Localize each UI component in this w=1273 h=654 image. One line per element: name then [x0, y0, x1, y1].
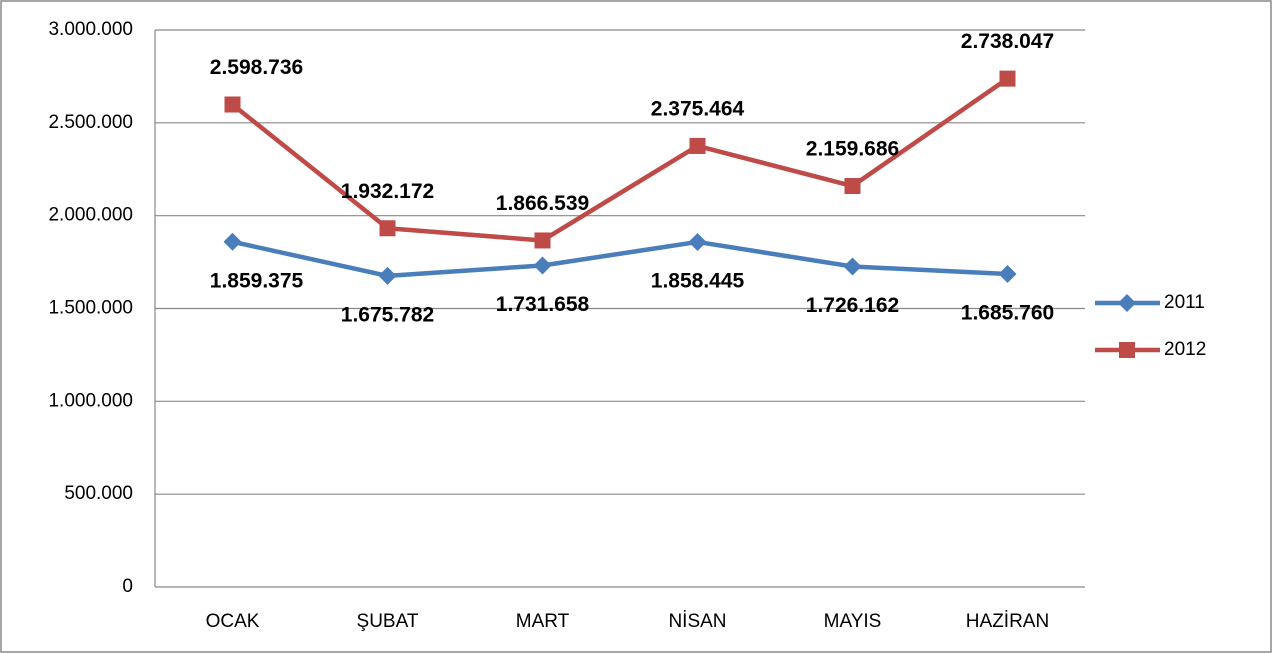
data-point — [998, 265, 1017, 284]
data-point — [224, 96, 241, 113]
data-point — [999, 70, 1016, 87]
series-line — [231, 76, 1009, 243]
data-point — [843, 257, 862, 276]
data-label: 2.159.686 — [806, 138, 899, 161]
data-point — [844, 178, 861, 195]
data-point — [533, 256, 552, 275]
data-point — [378, 266, 397, 285]
x-tick-label: OCAK — [206, 611, 260, 632]
data-label: 1.731.658 — [496, 293, 590, 316]
y-tick-label: 3.000.000 — [48, 19, 133, 40]
y-tick-label: 1.000.000 — [48, 390, 133, 411]
data-point — [688, 232, 707, 251]
y-tick-label: 2.500.000 — [48, 112, 133, 133]
legend-label: 2011 — [1164, 292, 1205, 313]
y-tick-label: 1.500.000 — [48, 298, 133, 319]
x-tick-label: NİSAN — [668, 611, 726, 632]
data-label: 1.726.162 — [806, 294, 899, 317]
data-label: 1.858.445 — [651, 269, 745, 292]
data-point — [534, 232, 551, 249]
data-label: 2.375.464 — [651, 98, 745, 121]
data-point — [379, 220, 396, 237]
x-tick-label: MART — [516, 611, 570, 632]
legend-marker — [1119, 342, 1135, 358]
data-label: 1.932.172 — [341, 180, 434, 203]
data-point — [689, 137, 706, 154]
x-tick-label: ŞUBAT — [357, 611, 419, 632]
x-tick-label: MAYIS — [824, 611, 882, 632]
data-point — [223, 232, 242, 251]
data-label: 1.866.539 — [496, 192, 589, 215]
series-line — [232, 239, 1008, 279]
data-label: 2.598.736 — [210, 56, 303, 79]
legend-marker — [1118, 294, 1136, 312]
data-label: 1.859.375 — [210, 269, 304, 292]
data-label: 1.685.760 — [961, 302, 1054, 325]
x-tick-label: HAZİRAN — [966, 611, 1049, 632]
data-label: 2.738.047 — [961, 30, 1054, 53]
data-label: 1.675.782 — [341, 303, 434, 326]
y-tick-label: 2.000.000 — [48, 205, 133, 226]
y-tick-label: 0 — [122, 576, 133, 597]
legend-label: 2012 — [1164, 339, 1206, 360]
y-tick-label: 500.000 — [64, 483, 133, 504]
